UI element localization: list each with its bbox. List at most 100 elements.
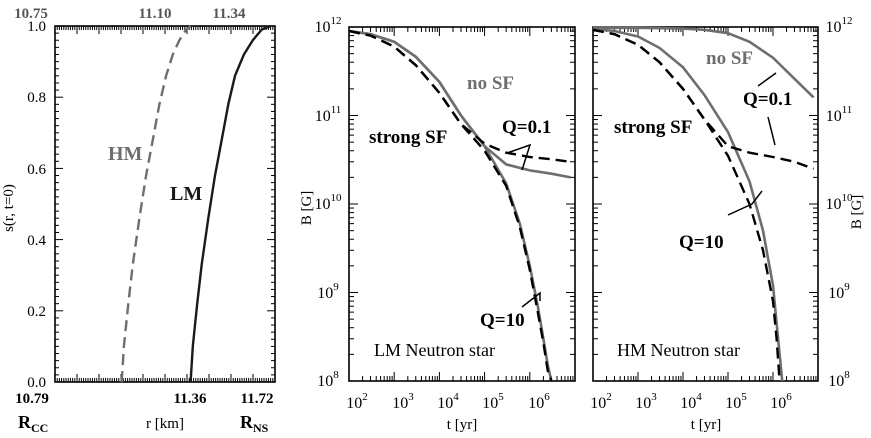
- right-xtick-2-exp: 2: [606, 391, 612, 403]
- left-curves: [120, 24, 272, 383]
- left-plot-frame: [54, 25, 276, 383]
- right-plot-frame: [592, 26, 819, 382]
- left-series-hm-line: [120, 25, 192, 383]
- mid-xtick-4-exp: 4: [453, 391, 459, 403]
- right-xtick-5: 105: [725, 391, 747, 412]
- right-y-ticklabels: 108 109 1010 1011 1012: [826, 15, 854, 390]
- right-panel-title: HM Neutron star: [617, 340, 740, 360]
- left-top-tick-0: 10.75: [14, 6, 48, 22]
- left-ytick-4: 0.8: [27, 90, 46, 106]
- middle-pointers: [506, 143, 541, 308]
- right-xtick-3-exp: 3: [651, 391, 657, 403]
- right-y-axis-label: B [G]: [849, 195, 865, 230]
- right-ytick-8-exp: 8: [844, 369, 850, 381]
- right-xtick-4-exp: 4: [696, 391, 702, 403]
- left-bottom-tick-0: 10.79: [15, 391, 49, 407]
- r-cc-label: RCC: [18, 412, 48, 435]
- mid-xtick-2-exp: 2: [362, 391, 368, 403]
- mid-xtick-2: 102: [346, 391, 368, 412]
- right-ticks: [592, 27, 818, 382]
- right-ytick-12-exp: 12: [842, 15, 853, 27]
- r-ns-main: R: [240, 412, 254, 432]
- mid-xtick-6-exp: 6: [544, 391, 550, 403]
- right-annotation-q10: Q=10: [679, 232, 724, 253]
- left-y-ticklabels: 0.0 0.2 0.4 0.6 0.8 1.0: [27, 19, 46, 391]
- mid-xtick-5-exp: 5: [498, 391, 504, 403]
- right-annotation-q01: Q=0.1: [743, 89, 792, 110]
- left-ticks: [54, 25, 276, 383]
- mid-xtick-4: 104: [437, 391, 459, 412]
- mid-ytick-8-exp: 8: [333, 369, 339, 381]
- mid-xtick-5: 105: [482, 391, 504, 412]
- middle-y-axis-label: B [G]: [299, 191, 315, 226]
- panel-middle: 108 109 1010 1011 1012 102 103 104 105 1…: [299, 15, 576, 433]
- mid-series-strong-sf-q-10-line: [348, 29, 553, 382]
- r-cc-main: R: [18, 412, 32, 432]
- mid-annotation-q10: Q=10: [480, 310, 525, 331]
- mid-q10-pointer: [521, 291, 541, 308]
- panel-left: 0.0 0.2 0.4 0.6 0.8 1.0 s(r, t=0) 10.75 …: [1, 6, 276, 435]
- r-ns-sub: NS: [253, 421, 269, 435]
- right-curves: [592, 26, 815, 382]
- mid-xtick-3: 103: [392, 391, 414, 412]
- right-xtick-4: 104: [680, 391, 702, 412]
- right-x-axis-label: t [yr]: [691, 417, 721, 433]
- right-q01-pointer-a: [757, 72, 777, 87]
- r-cc-sub: CC: [31, 421, 48, 435]
- left-bottom-ticklabels: 10.79 11.36 11.72: [15, 391, 273, 407]
- right-q10-pointer: [727, 190, 763, 216]
- right-xtick-6-exp: 6: [786, 391, 792, 403]
- series-label-hm: HM: [108, 143, 143, 165]
- mid-ytick-11-exp: 11: [331, 104, 342, 116]
- mid-panel-title: LM Neutron star: [374, 340, 495, 360]
- right-xtick-5-exp: 5: [741, 391, 747, 403]
- middle-curves: [348, 29, 571, 382]
- mid-annotation-strong-sf: strong SF: [369, 127, 447, 148]
- mid-annotation-no-sf: no SF: [467, 73, 514, 94]
- mid-ytick-12-exp: 12: [331, 15, 342, 27]
- right-q01-pointer-b: [767, 116, 776, 146]
- left-ytick-2: 0.4: [27, 233, 46, 249]
- mid-ytick-10-exp: 10: [331, 192, 343, 204]
- panel-right: 108 109 1010 1011 1012 102 103 104 105 1…: [590, 15, 865, 433]
- right-xtick-6: 106: [770, 391, 792, 412]
- left-top-ticklabels: 10.75 11.10 11.34: [14, 6, 246, 22]
- left-top-tick-1: 11.10: [139, 6, 172, 22]
- right-pointers: [727, 72, 777, 216]
- left-bottom-tick-2: 11.72: [241, 391, 274, 407]
- right-annotation-strong-sf: strong SF: [614, 117, 692, 138]
- left-ytick-3: 0.6: [27, 162, 46, 178]
- mid-ytick-11: 1011: [315, 104, 342, 125]
- right-ytick-9-exp: 9: [844, 281, 850, 293]
- left-top-tick-2: 11.34: [213, 6, 246, 22]
- right-ytick-10-exp: 10: [842, 192, 854, 204]
- left-ytick-0: 0.0: [27, 375, 46, 391]
- middle-x-ticklabels: 102 103 104 105 106: [346, 391, 550, 412]
- left-bottom-tick-1: 11.36: [174, 391, 207, 407]
- left-ytick-5: 1.0: [27, 19, 46, 35]
- right-annotation-no-sf: no SF: [706, 48, 753, 69]
- right-series-strong-sf-q-10-line: [592, 28, 781, 382]
- mid-ytick-10: 1010: [315, 192, 343, 213]
- right-series-no-sf-q-10-line: [592, 27, 784, 382]
- mid-ytick-8: 108: [317, 369, 339, 390]
- right-ytick-11-exp: 11: [842, 104, 853, 116]
- mid-q01-pointer: [506, 143, 532, 171]
- right-xtick-3: 103: [635, 391, 657, 412]
- right-ytick-11: 1011: [826, 104, 853, 125]
- r-ns-label: RNS: [240, 412, 269, 435]
- left-x-axis-label: r [km]: [146, 416, 184, 432]
- left-series-lm-line: [189, 24, 272, 383]
- middle-y-ticklabels: 108 109 1010 1011 1012: [315, 15, 343, 390]
- mid-ytick-12: 1012: [315, 15, 342, 36]
- mid-xtick-6: 106: [528, 391, 550, 412]
- right-ytick-9: 109: [828, 281, 850, 302]
- middle-x-axis-label: t [yr]: [447, 417, 477, 433]
- mid-ytick-9: 109: [317, 281, 339, 302]
- left-y-axis-label: s(r, t=0): [1, 184, 17, 232]
- right-series-no-sf-q-0-1-line: [593, 26, 815, 99]
- series-label-lm: LM: [170, 183, 202, 205]
- mid-ytick-9-exp: 9: [333, 281, 339, 293]
- right-ytick-12: 1012: [826, 15, 853, 36]
